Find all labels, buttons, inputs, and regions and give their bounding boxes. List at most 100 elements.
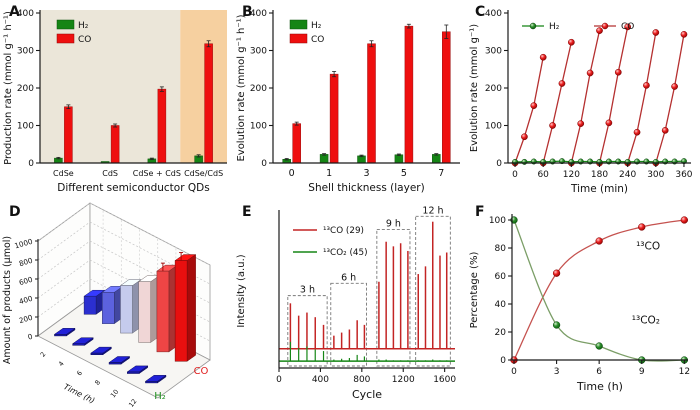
data-point-marker — [643, 82, 650, 89]
x-tick-label: CdSe + CdS — [133, 169, 181, 178]
bar-3d-front — [102, 292, 115, 324]
y-tick-label: 200 — [485, 84, 502, 94]
data-point-marker — [680, 31, 688, 38]
co-line-segment — [570, 30, 601, 164]
y-axis-title: Production rate (mmol g⁻¹ h⁻¹) — [3, 11, 14, 165]
panel-b: B 0 1 3 5 7 0 100 200 300 400 H₂ CO Shell thickness … — [233, 0, 466, 200]
co-line-segment — [542, 42, 572, 164]
x-tick-label: 9 — [639, 367, 645, 377]
data-point-marker — [529, 22, 537, 30]
data-point-marker — [605, 119, 613, 127]
panel-f-chart: ¹³CO ¹³CO₂ 0 20 40 60 80 100 0 3 6 9 12 Time (h) Perce… — [469, 214, 690, 393]
data-point-marker — [530, 102, 538, 109]
y-tick-label: 400 — [18, 294, 34, 307]
series-label: ¹³CO₂ — [632, 315, 660, 327]
x-tick-label: CdSe — [53, 169, 74, 178]
group-label: 6 h — [341, 272, 356, 283]
data-point-marker — [614, 68, 622, 76]
panel-a: A CdSe CdS CdSe + CdS CdSe/CdS 0 100 200 300 400… — [0, 0, 233, 200]
x-tick-label: 800 — [353, 375, 370, 385]
data-point-marker — [552, 321, 561, 329]
data-point-marker — [601, 22, 609, 30]
data-point-marker — [652, 29, 660, 36]
data-point-marker — [633, 128, 641, 136]
y-tick-label: 400 — [17, 9, 34, 19]
x-tick-label: 0 — [511, 367, 517, 377]
x-tick-label: 180 — [591, 170, 608, 180]
bar-3d-front — [156, 270, 170, 353]
data-point-marker — [558, 80, 566, 87]
bar-co — [367, 43, 376, 164]
row-label-co: CO — [194, 366, 209, 377]
panel-d: D 0 200 400 600 800 1000 2 4 6 8 10 12 Time (h) CO H₂ A… — [0, 200, 233, 410]
grid-line — [37, 221, 91, 261]
panel-d-chart: 0 200 400 600 800 1000 2 4 6 8 10 12 Time (h) CO H₂ Amo… — [2, 202, 211, 409]
panel-c-chart: 0 100 200 300 400 0 60 120 180 240 300 360 H₂ CO Time … — [469, 9, 693, 195]
legend-swatch — [289, 33, 308, 44]
x-tick-label: 3 — [554, 367, 560, 377]
bar-3d-front — [72, 343, 85, 346]
legend-label: CO — [621, 22, 634, 32]
legend-label: H₂ — [78, 21, 89, 31]
y-axis-title: Evolution rate (mmol g⁻¹) — [469, 24, 480, 152]
y-tick-label: 200 — [250, 84, 267, 94]
y-tick-label: 0 — [261, 159, 267, 169]
y-tick-label: 200 — [18, 313, 34, 326]
legend-label: CO — [78, 35, 91, 45]
data-point-marker — [549, 122, 556, 129]
data-point-marker — [586, 69, 594, 77]
data-point-marker — [680, 216, 688, 224]
y-axis-title: Percentage (%) — [469, 252, 480, 329]
x-axis-title: Shell thickness (layer) — [308, 182, 424, 194]
panel-c: C 0 100 200 300 400 0 60 120 180 240 300 360 H₂ CO Tim… — [466, 0, 700, 200]
x-tick-label: 0 — [512, 170, 518, 180]
legend-label: H₂ — [311, 21, 322, 31]
x-tick-label: 1600 — [433, 375, 456, 385]
x-tick-label: 1200 — [392, 375, 415, 385]
y-tick-label: 400 — [250, 9, 267, 19]
grid-line — [37, 240, 91, 280]
x-tick-label: 360 — [675, 170, 692, 180]
floor — [37, 297, 211, 399]
panel-b-label: B — [242, 4, 253, 20]
x-tick-label: 60 — [537, 170, 549, 180]
y-tick-label: 100 — [485, 122, 502, 132]
x-tick-label: 6 — [75, 369, 84, 377]
y-tick-label: 1000 — [13, 237, 33, 251]
data-point-marker — [595, 237, 603, 245]
y-tick-label: 600 — [18, 275, 34, 288]
legend-swatch — [56, 33, 75, 44]
y-tick-label: 100 — [250, 122, 267, 132]
panel-c-label: C — [475, 4, 486, 20]
group-label: 12 h — [422, 205, 443, 216]
x-axis-title: Time (h) — [576, 380, 623, 393]
data-point-marker — [567, 38, 575, 46]
y-tick-label: 300 — [485, 47, 502, 57]
legend-label: CO — [311, 35, 324, 45]
bar-3d-side — [186, 254, 196, 362]
x-axis-title: Cycle — [352, 388, 382, 401]
x-tick-label: CdS — [102, 169, 118, 178]
grid-line — [37, 259, 91, 299]
legend-label: H₂ — [549, 22, 560, 32]
group-label: 3 h — [300, 285, 315, 296]
bar-co — [204, 43, 213, 164]
group-box — [330, 282, 367, 367]
y-tick-label: 300 — [250, 47, 267, 57]
y-tick-label: 300 — [17, 47, 34, 57]
panel-e: E 3 h 6 h 9 h 12 h 0 400 800 1200 1600 ¹³CO (29) ¹… — [233, 200, 466, 410]
bar-co — [110, 125, 120, 164]
data-point-marker — [552, 269, 561, 277]
group-box — [415, 215, 451, 367]
x-tick-label: CdSe/CdS — [184, 169, 223, 178]
y-tick-label: 200 — [17, 84, 34, 94]
row-label-h2: H₂ — [154, 391, 166, 402]
bar-3d-front — [90, 352, 104, 355]
y-tick-label: 0 — [496, 159, 502, 169]
co-line-segment — [514, 57, 544, 164]
bar-h2 — [394, 154, 404, 164]
x-tick-label: 8 — [93, 379, 102, 387]
bar-co — [157, 88, 167, 164]
x-tick-label: 120 — [563, 170, 580, 180]
bar-co — [292, 123, 301, 164]
